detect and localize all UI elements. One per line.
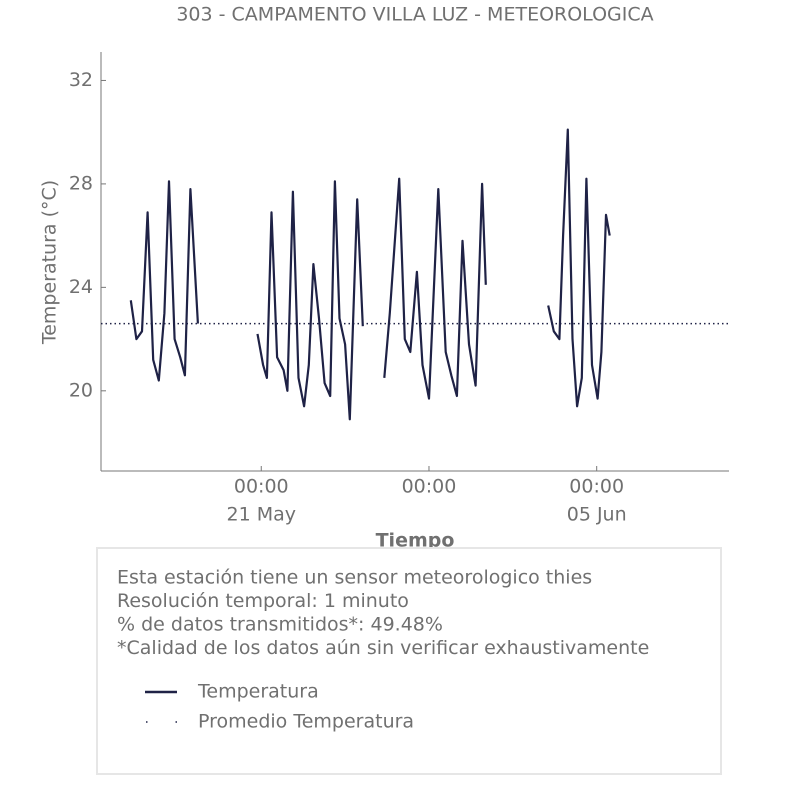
y-tick-label: 24 bbox=[69, 276, 93, 298]
y-axis-label: Temperatura (°C) bbox=[39, 180, 61, 345]
info-line: % de datos transmitidos*: 49.48% bbox=[117, 614, 443, 636]
y-tick-label: 28 bbox=[69, 172, 93, 194]
x-axis-label: Tiempo bbox=[376, 530, 455, 552]
legend-label: Temperatura bbox=[197, 681, 319, 703]
x-tick-label: 00:00 bbox=[402, 476, 457, 498]
info-line: *Calidad de los datos aún sin verificar … bbox=[117, 637, 649, 659]
info-box bbox=[96, 547, 722, 775]
x-tick-label: 00:00 bbox=[234, 476, 289, 498]
chart-title: 303 - CAMPAMENTO VILLA LUZ - METEOROLOGI… bbox=[176, 4, 653, 26]
temperature-line bbox=[129, 128, 611, 421]
x-tick-date: 05 Jun bbox=[567, 504, 627, 526]
info-line: Esta estación tiene un sensor meteorolog… bbox=[117, 567, 592, 589]
info-line: Resolución temporal: 1 minuto bbox=[117, 590, 409, 612]
x-tick-date: 21 May bbox=[227, 504, 297, 526]
y-tick-label: 32 bbox=[69, 69, 93, 91]
y-tick-label: 20 bbox=[69, 379, 93, 401]
x-tick-label: 00:00 bbox=[569, 476, 624, 498]
legend-label: Promedio Temperatura bbox=[198, 711, 414, 733]
